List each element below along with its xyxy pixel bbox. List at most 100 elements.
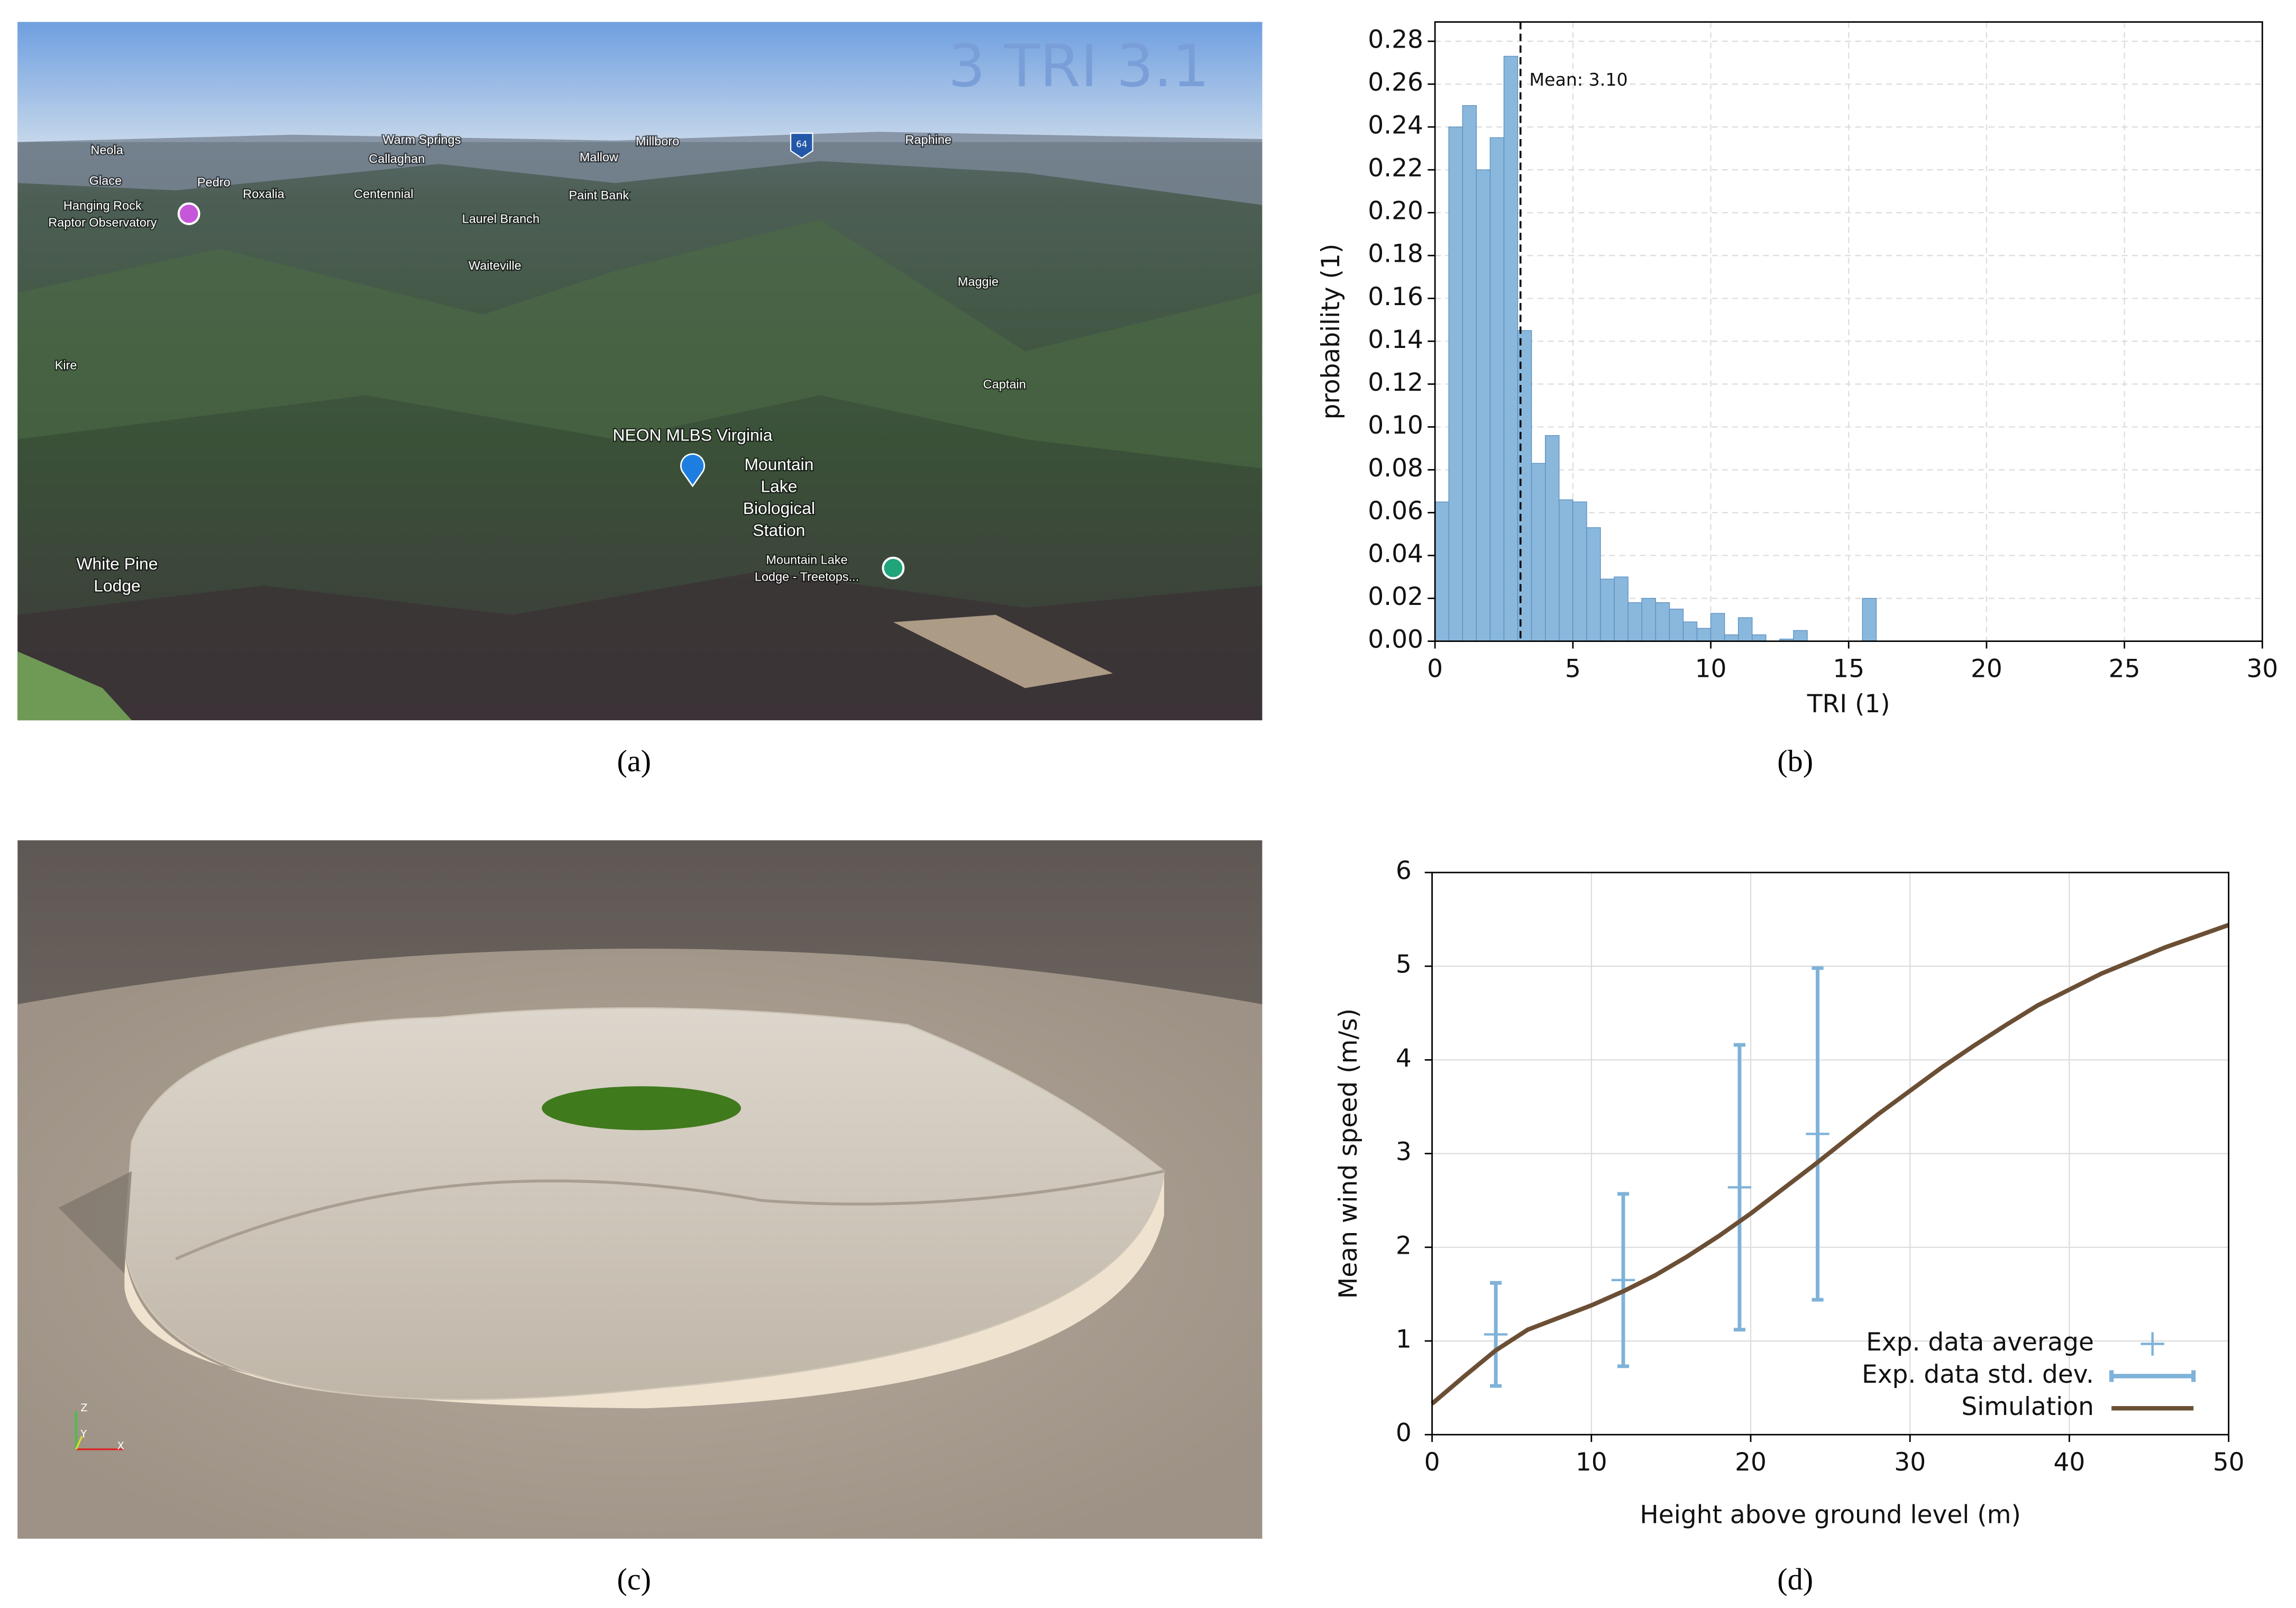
terrain-surface — [123, 1007, 1165, 1400]
y-tick-label: 5 — [1396, 950, 1412, 979]
bar — [1544, 435, 1560, 642]
near-ridges — [17, 571, 1263, 721]
place-label: Callaghan — [369, 152, 425, 166]
x-tick-label: 20 — [1735, 1448, 1767, 1477]
sky — [17, 22, 1263, 142]
legend-symbol — [2141, 1332, 2164, 1356]
place-label: Roxalia — [243, 187, 285, 200]
y-tick-label: 0.10 — [1368, 411, 1423, 440]
x-tick-label: 10 — [1576, 1448, 1607, 1477]
x-tick-label: 30 — [2246, 655, 2278, 684]
y-tick-label: 0.06 — [1368, 497, 1423, 526]
poi-pin — [882, 556, 905, 580]
bar — [1752, 634, 1767, 642]
poi-pin — [680, 453, 706, 488]
y-tick-label: 0.24 — [1368, 111, 1423, 140]
y-tick-label: 0.20 — [1368, 197, 1423, 226]
far-ridges — [17, 132, 1263, 205]
clearing — [893, 614, 1113, 688]
terrain-shadow — [58, 1171, 132, 1274]
bar — [1737, 617, 1753, 642]
y-tick-label: 0.14 — [1368, 325, 1423, 354]
bar — [1559, 499, 1574, 642]
bar — [1669, 609, 1684, 642]
bar — [1572, 501, 1587, 642]
chart: 0 5 10 15 20 25 30 0.00 0.02 0.04 0.06 0.08 0.10 0.12… — [1316, 21, 2278, 719]
place-label: Millboro — [636, 134, 679, 148]
place-label: Mallow — [580, 150, 619, 164]
forest-patch — [542, 1086, 741, 1131]
bar — [1627, 602, 1642, 642]
place-label: Station — [753, 520, 805, 539]
place-label: Kire — [55, 358, 77, 372]
place-label: Lodge - Treetops... — [755, 569, 859, 583]
legend-symbol — [2109, 1370, 2196, 1382]
x-tick-label: 30 — [1894, 1448, 1926, 1477]
y-tick-label: 4 — [1396, 1044, 1412, 1073]
x-tick-label: 0 — [1427, 655, 1443, 684]
bar — [1434, 501, 1449, 642]
x-tick-label: 10 — [1695, 655, 1727, 684]
y-tick-label: 0.12 — [1368, 368, 1423, 397]
bar — [1862, 598, 1877, 642]
place-label: Raphine — [905, 133, 952, 146]
place-label: Biological — [743, 499, 815, 518]
axis-y — [75, 1436, 83, 1450]
poi-pin — [177, 202, 200, 225]
y-tick-label: 1 — [1396, 1325, 1412, 1354]
place-label: Waiteville — [469, 259, 522, 272]
render-panel: Z Y X — [17, 840, 1263, 1539]
foreground-grass — [17, 651, 132, 721]
y-tick-label: 0.02 — [1368, 582, 1423, 611]
panel-label: (a) — [617, 744, 652, 778]
x-tick-label: 5 — [1565, 655, 1581, 684]
place-label: Hanging Rock — [63, 199, 142, 213]
bar — [1586, 527, 1601, 642]
mean-annotation: Mean: 3.10 — [1529, 69, 1627, 90]
place-label: Lodge — [94, 576, 141, 595]
chart: 0 10 20 30 40 50 0 1 2 3 4 5 6 Height above ground le… — [1334, 857, 2245, 1530]
place-labels: Neola Warm Springs Millboro Raphine Callagha… — [47, 132, 1027, 596]
y-tick-label: 2 — [1396, 1231, 1412, 1260]
legend-label: Simulation — [1961, 1392, 2094, 1421]
y-tick-label: 6 — [1396, 857, 1412, 886]
place-label: Warm Springs — [382, 133, 461, 146]
x-tick-label: 0 — [1424, 1448, 1440, 1477]
simulation-line — [1430, 923, 2230, 1405]
axis-label: Z — [80, 1402, 87, 1414]
place-label: Raptor Observatory — [48, 215, 157, 229]
y-tick-label: 0.04 — [1368, 539, 1423, 568]
y-tick-label: 0.16 — [1368, 282, 1423, 311]
place-label: Paint Bank — [569, 188, 629, 202]
bar — [1531, 463, 1546, 642]
y-tick-label: 0 — [1396, 1419, 1412, 1448]
photo-panel: 3 TRI 3.1 64 — [17, 22, 1263, 721]
bar — [1696, 628, 1712, 642]
place-label: Laurel Branch — [462, 212, 539, 226]
place-label: Neola — [90, 143, 123, 157]
interstate-shield — [790, 132, 813, 159]
y-tick-label: 0.28 — [1368, 25, 1423, 54]
panel-label: (c) — [617, 1562, 652, 1596]
y-tick-label: 3 — [1396, 1137, 1412, 1166]
axis-label: Y — [80, 1428, 87, 1440]
y-tick-label: 0.26 — [1368, 68, 1423, 97]
photo-overlay: 3 TRI 3.1 — [948, 32, 1210, 100]
plot-frame — [1434, 21, 2263, 642]
place-label: Maggie — [958, 275, 999, 289]
place-label: NEON MLBS Virginia — [613, 425, 773, 444]
x-axis-label: TRI (1) — [1807, 690, 1890, 719]
bar — [1503, 56, 1519, 642]
panel-label: (b) — [1777, 744, 1813, 778]
bar — [1655, 602, 1670, 642]
bar — [1489, 137, 1505, 642]
bar — [1476, 169, 1491, 642]
place-label: Glace — [89, 174, 122, 188]
x-tick-label: 20 — [1971, 655, 2002, 684]
place-label: Captain — [983, 377, 1026, 391]
bar — [1600, 578, 1615, 642]
legend-label: Exp. data std. dev. — [1862, 1360, 2094, 1389]
bar — [1724, 634, 1739, 642]
x-axis-label: Height above ground level (m) — [1640, 1501, 2020, 1530]
panel-label: (d) — [1777, 1562, 1813, 1596]
